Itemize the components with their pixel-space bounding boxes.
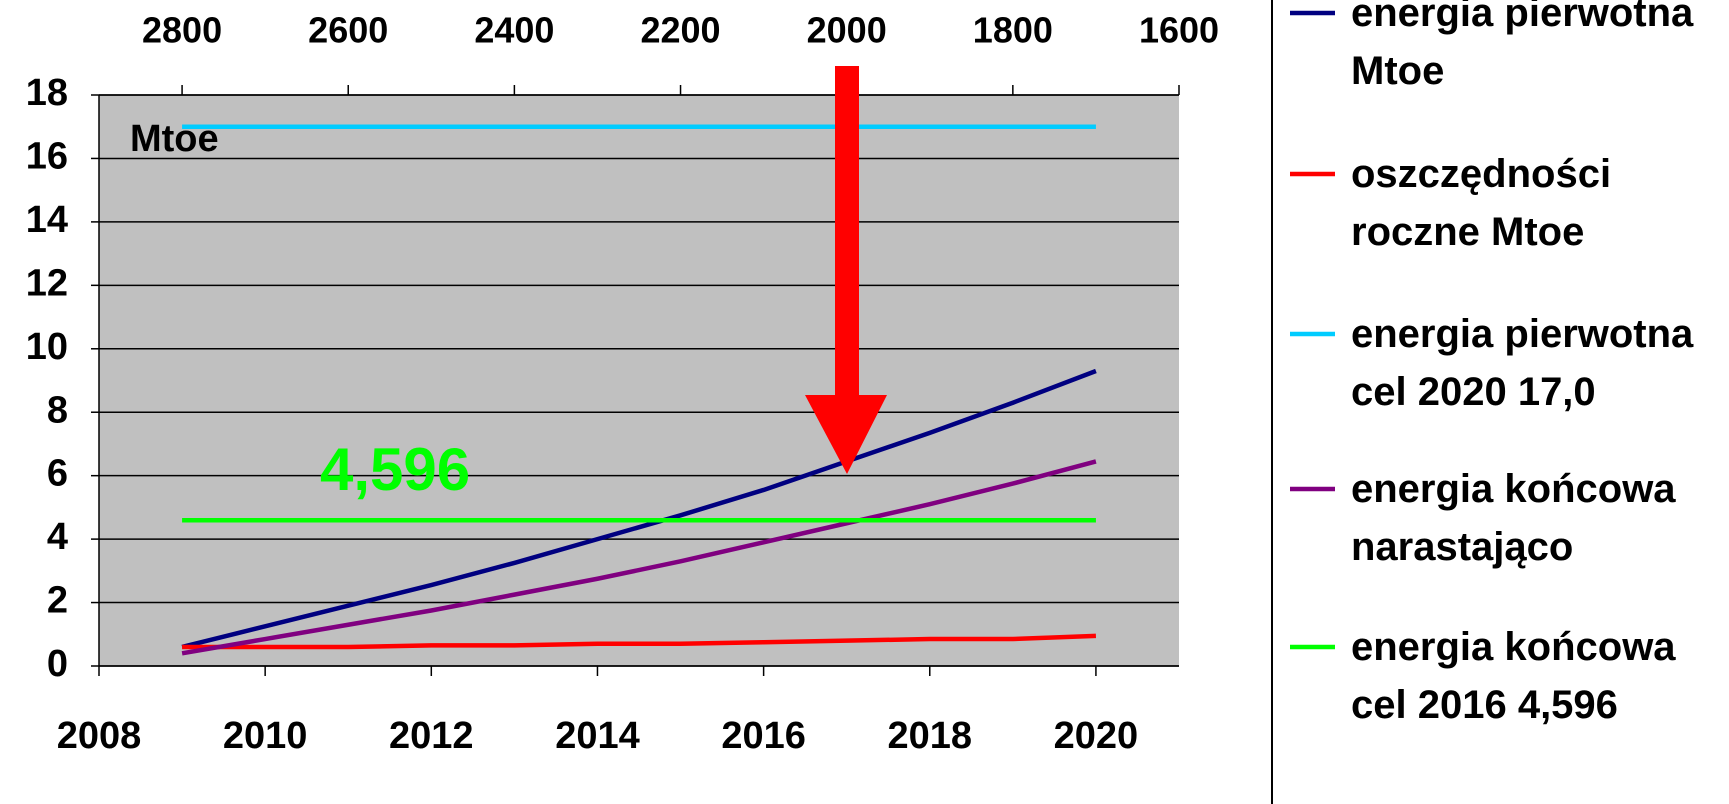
x-tick-label: 2012 [389, 715, 474, 757]
legend-label: energia pierwotna Mtoe [1351, 0, 1694, 93]
y-tick-label: 10 [26, 326, 68, 368]
plot-area [99, 95, 1179, 666]
y-tick-label: 16 [26, 135, 68, 177]
legend-label: energia końcowa cel 2016 4,596 [1351, 625, 1676, 727]
x-tick-label: 2018 [887, 715, 972, 757]
y-tick-label: 14 [26, 199, 68, 241]
unit-annotation: Mtoe [130, 118, 219, 160]
legend-label: oszczędności roczne Mtoe [1351, 152, 1612, 254]
x-tick-label: 2008 [57, 715, 142, 757]
y-tick-label: 2 [47, 580, 68, 622]
x-tick-label: 2010 [223, 715, 308, 757]
grid [91, 85, 1180, 676]
y-tick-label: 6 [47, 453, 68, 495]
series-line [182, 633, 1097, 650]
x2-tick-label: 2200 [640, 10, 720, 51]
x2-tick-label: 1600 [1139, 10, 1219, 51]
x-tick-label: 2014 [555, 715, 640, 757]
y-tick-label: 12 [26, 262, 68, 304]
y-tick-label: 8 [47, 389, 68, 431]
lines [181, 124, 1097, 656]
x2-tick-label: 1800 [973, 10, 1053, 51]
y-tick-label: 0 [47, 643, 68, 685]
legend-label: energia końcowa narastająco [1351, 467, 1676, 569]
x2-tick-label: 2000 [807, 10, 887, 51]
x2-tick-label: 2800 [142, 10, 222, 51]
x2-tick-label: 2400 [474, 10, 554, 51]
x-tick-label: 2020 [1054, 715, 1139, 757]
legend-label: energia pierwotna cel 2020 17,0 [1351, 312, 1694, 414]
series-line [181, 459, 1097, 656]
arrow [805, 66, 887, 474]
series-line [181, 368, 1097, 650]
y-tick-label: 18 [26, 72, 68, 114]
x-tick-label: 2016 [721, 715, 806, 757]
value-annotation: 4,596 [320, 436, 470, 503]
x2-tick-label: 2600 [308, 10, 388, 51]
y-tick-label: 4 [47, 516, 68, 558]
